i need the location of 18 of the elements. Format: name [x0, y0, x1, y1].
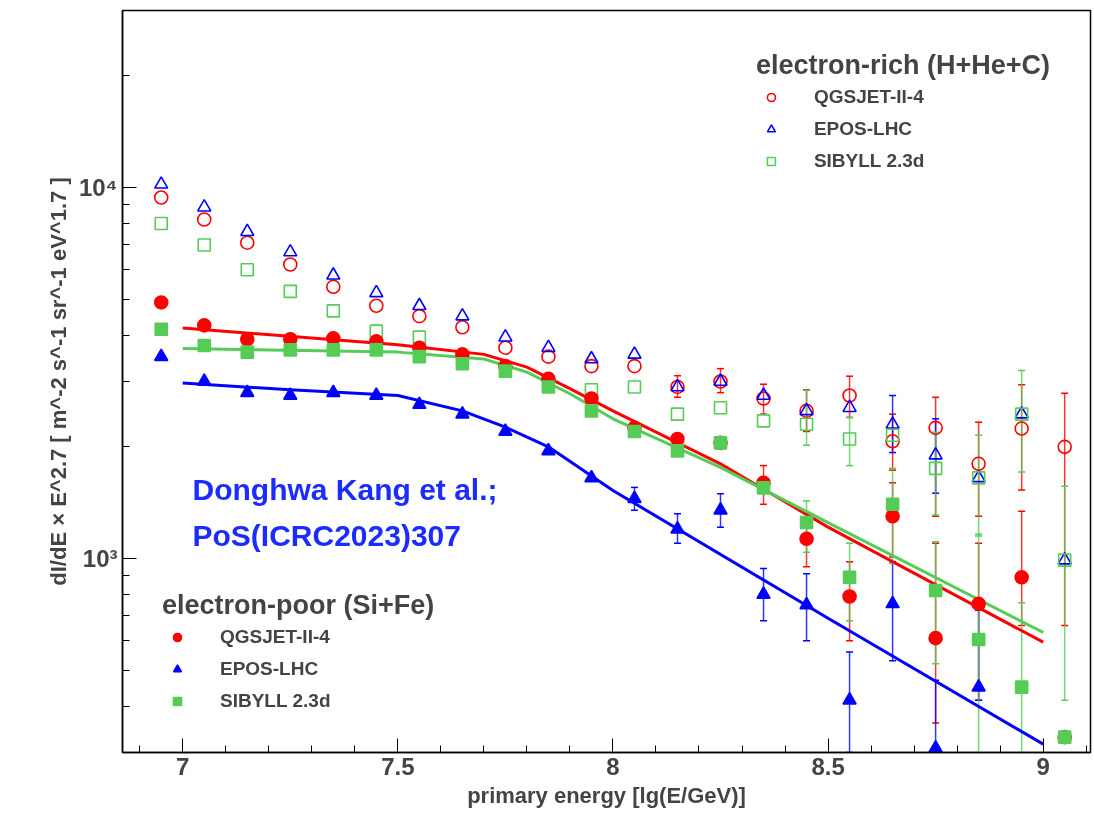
x-tick-label: 7: [176, 752, 190, 780]
legend-label: SIBYLL 2.3d: [220, 690, 331, 712]
legend-label: QGSJET-II-4: [813, 86, 924, 108]
y-tick-label: 10⁴: [78, 174, 118, 202]
y-axis-title: dI/dE × E^2.7 [ m^-2 s^-1 sr^-1 eV^1.7 ]: [45, 177, 71, 586]
legend-label: SIBYLL 2.3d: [813, 150, 925, 172]
x-tick-label: 8.5: [811, 752, 845, 780]
y-tick-label: 10³: [82, 545, 118, 573]
x-axis-title: primary energy [lg(E/GeV)]: [467, 782, 746, 808]
text: electron-rich (H+He+C): [755, 50, 1050, 80]
x-tick-label: 9: [1036, 752, 1050, 780]
legend-label: QGSJET-II-4: [220, 626, 330, 648]
annotation: Donghwa Kang et al.; PoS(ICRC2023)307: [192, 472, 498, 552]
x-tick-label: 8: [606, 752, 620, 780]
legend-label: EPOS-LHC: [813, 118, 913, 140]
text: electron-poor (Si+Fe): [162, 590, 435, 620]
legend-label: EPOS-LHC: [220, 658, 319, 680]
x-tick-label: 7.5: [381, 752, 415, 780]
